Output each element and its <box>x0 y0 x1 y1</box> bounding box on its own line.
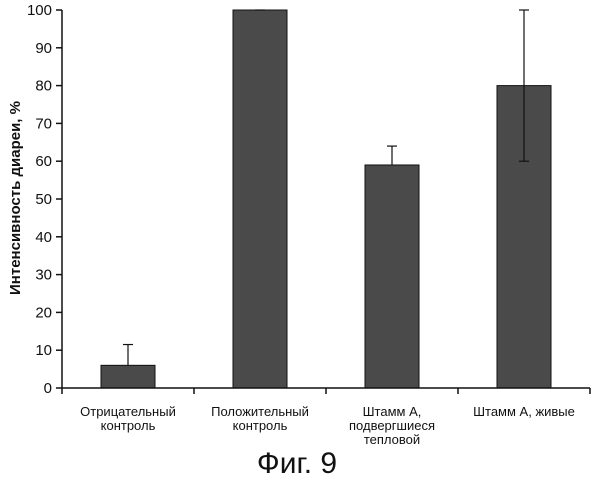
bar <box>101 365 155 388</box>
y-tick-label: 60 <box>35 153 52 170</box>
bar <box>365 165 419 388</box>
y-tick-label: 40 <box>35 229 52 246</box>
x-category-label: Отрицательныйконтроль <box>80 404 176 433</box>
bar-chart: 0 10 20 30 40 50 60 70 80 90 100 Отрицательныйконт… <box>0 0 594 445</box>
y-tick-label: 50 <box>35 191 52 208</box>
bar <box>233 10 287 388</box>
y-tick-label: 70 <box>35 115 52 132</box>
y-axis-title: Интенсивность диареи, % <box>7 101 24 295</box>
error-bars <box>123 10 529 365</box>
y-tick-label: 30 <box>35 267 52 284</box>
y-tick-label: 20 <box>35 304 52 321</box>
y-tick-label: 10 <box>35 342 52 359</box>
bars <box>101 10 551 388</box>
x-axis: Отрицательныйконтроль Положительныйконтро… <box>62 388 590 445</box>
x-category-label: Штамм А,подвергшиесятепловойобработке <box>349 404 435 445</box>
y-tick-label: 80 <box>35 78 52 95</box>
y-axis: 0 10 20 30 40 50 60 70 80 90 100 <box>27 2 62 397</box>
y-tick-label: 100 <box>27 2 52 19</box>
x-category-label: Штамм А, живые <box>473 404 575 419</box>
y-tick-label: 90 <box>35 40 52 57</box>
figure-caption: Фиг. 9 <box>0 447 594 481</box>
y-tick-label: 0 <box>44 380 52 397</box>
x-category-label: Положительныйконтроль <box>211 404 309 433</box>
